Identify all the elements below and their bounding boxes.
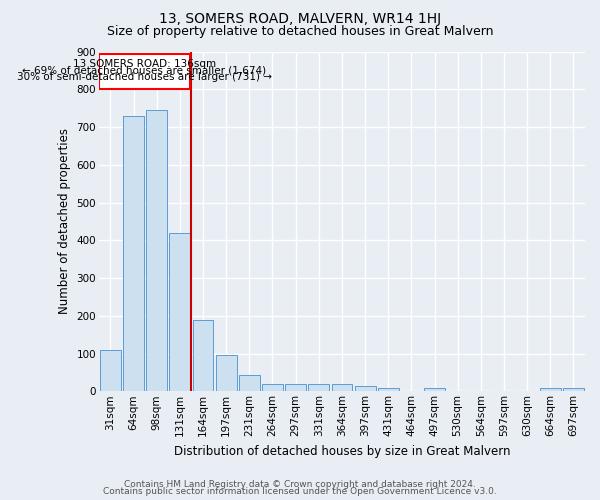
Y-axis label: Number of detached properties: Number of detached properties xyxy=(58,128,71,314)
Bar xyxy=(355,386,376,392)
Bar xyxy=(193,320,214,392)
Text: Size of property relative to detached houses in Great Malvern: Size of property relative to detached ho… xyxy=(107,25,493,38)
Bar xyxy=(424,388,445,392)
Text: Contains HM Land Registry data © Crown copyright and database right 2024.: Contains HM Land Registry data © Crown c… xyxy=(124,480,476,489)
Bar xyxy=(378,388,398,392)
Bar xyxy=(123,116,144,392)
Bar xyxy=(563,388,584,392)
Text: Contains public sector information licensed under the Open Government Licence v3: Contains public sector information licen… xyxy=(103,488,497,496)
X-axis label: Distribution of detached houses by size in Great Malvern: Distribution of detached houses by size … xyxy=(173,444,510,458)
Text: 13 SOMERS ROAD: 136sqm: 13 SOMERS ROAD: 136sqm xyxy=(73,60,216,70)
Text: 13, SOMERS ROAD, MALVERN, WR14 1HJ: 13, SOMERS ROAD, MALVERN, WR14 1HJ xyxy=(159,12,441,26)
Text: ← 69% of detached houses are smaller (1,674): ← 69% of detached houses are smaller (1,… xyxy=(22,66,266,76)
Bar xyxy=(540,388,560,392)
Bar xyxy=(239,375,260,392)
Bar xyxy=(169,232,190,392)
Bar xyxy=(216,356,236,392)
Bar xyxy=(262,384,283,392)
Bar xyxy=(285,384,306,392)
Bar xyxy=(332,384,352,392)
Bar xyxy=(146,110,167,392)
Bar xyxy=(308,384,329,392)
Text: 30% of semi-detached houses are larger (731) →: 30% of semi-detached houses are larger (… xyxy=(17,72,272,83)
Bar xyxy=(100,350,121,392)
Bar xyxy=(99,54,190,90)
